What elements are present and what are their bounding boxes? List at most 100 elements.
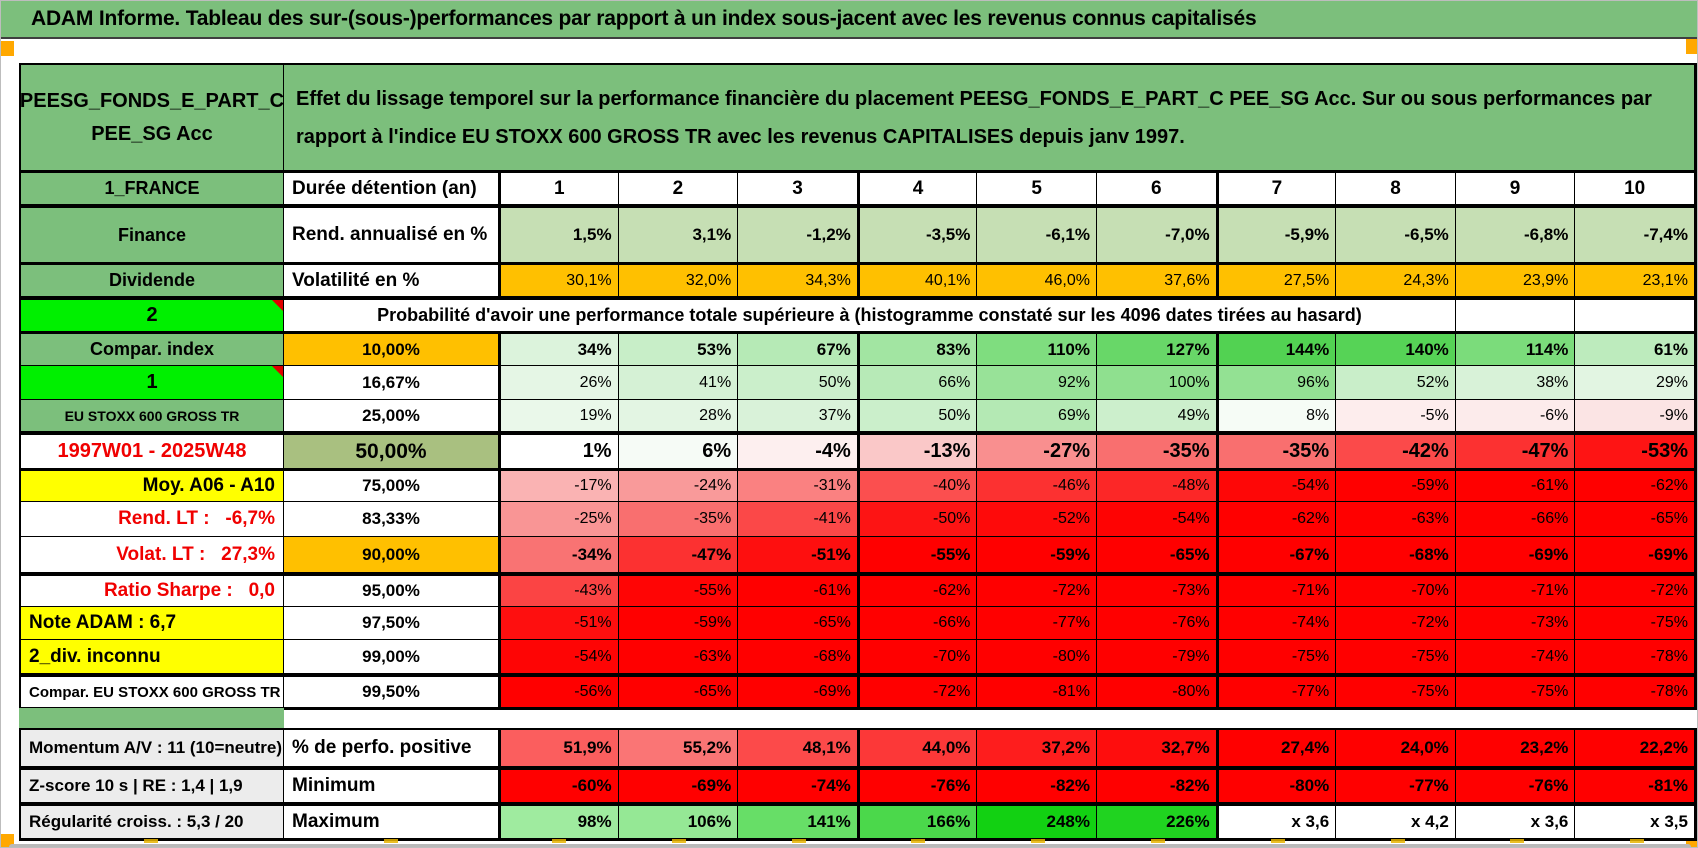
p83-33-label[interactable]: Rend. LT : -6,7%: [21, 502, 284, 537]
p97-5-value-2[interactable]: -59%: [618, 607, 739, 640]
annualized-value-4[interactable]: -3,5%: [857, 205, 978, 263]
p99-5-value-5[interactable]: -81%: [977, 674, 1097, 708]
p16-67-value-9[interactable]: 38%: [1455, 366, 1576, 400]
minimum-value-1[interactable]: -60%: [499, 767, 619, 803]
p25-value-4[interactable]: 50%: [857, 400, 978, 432]
p99-value-6[interactable]: -79%: [1096, 640, 1217, 674]
maximum-value-9[interactable]: x 3,6: [1455, 803, 1576, 839]
p83-33-value-4[interactable]: -50%: [857, 502, 978, 537]
p95-value-9[interactable]: -71%: [1455, 573, 1576, 607]
p25-value-2[interactable]: 28%: [618, 400, 739, 432]
p10-value-8[interactable]: 140%: [1336, 332, 1456, 366]
p83-33-value-9[interactable]: -66%: [1455, 502, 1576, 537]
minimum-value-4[interactable]: -76%: [857, 767, 978, 803]
p83-33-threshold[interactable]: 83,33%: [284, 502, 499, 537]
annualized-value-5[interactable]: -6,1%: [977, 205, 1097, 263]
p75-value-9[interactable]: -61%: [1455, 469, 1576, 502]
p50-value-2[interactable]: 6%: [618, 432, 739, 469]
p75-value-7[interactable]: -54%: [1216, 469, 1337, 502]
p16-67-value-10[interactable]: 29%: [1575, 366, 1695, 400]
p99-value-7[interactable]: -75%: [1216, 640, 1337, 674]
p25-value-5[interactable]: 69%: [977, 400, 1097, 432]
p25-label[interactable]: EU STOXX 600 GROSS TR: [21, 400, 284, 432]
annualized-value-6[interactable]: -7,0%: [1096, 205, 1217, 263]
p75-value-10[interactable]: -62%: [1575, 469, 1695, 502]
p90-value-6[interactable]: -65%: [1096, 537, 1217, 573]
horizontal-scrollbar[interactable]: [9, 844, 1691, 847]
p97-5-value-10[interactable]: -75%: [1575, 607, 1695, 640]
perf-positive-value-2[interactable]: 55,2%: [618, 730, 739, 767]
p95-value-6[interactable]: -73%: [1096, 573, 1217, 607]
p99-threshold[interactable]: 99,00%: [284, 640, 499, 674]
p99-label[interactable]: 2_div. inconnu: [21, 640, 284, 674]
p99-5-threshold[interactable]: 99,50%: [284, 674, 499, 708]
p25-value-6[interactable]: 49%: [1096, 400, 1217, 432]
p16-67-value-4[interactable]: 66%: [857, 366, 978, 400]
p99-value-10[interactable]: -78%: [1575, 640, 1695, 674]
p90-value-10[interactable]: -69%: [1575, 537, 1695, 573]
p16-67-label[interactable]: 1: [21, 366, 284, 400]
p99-value-8[interactable]: -75%: [1336, 640, 1456, 674]
p97-5-value-4[interactable]: -66%: [857, 607, 978, 640]
p99-value-4[interactable]: -70%: [857, 640, 978, 674]
p25-value-8[interactable]: -5%: [1336, 400, 1456, 432]
p10-value-4[interactable]: 83%: [857, 332, 978, 366]
perf-positive-value-7[interactable]: 27,4%: [1216, 730, 1337, 767]
perf-positive-value-3[interactable]: 48,1%: [738, 730, 858, 767]
annualized-value-1[interactable]: 1,5%: [499, 205, 619, 263]
p75-value-4[interactable]: -40%: [857, 469, 978, 502]
p75-value-2[interactable]: -24%: [618, 469, 739, 502]
duration-value-10[interactable]: 10: [1575, 171, 1695, 205]
p97-5-value-9[interactable]: -73%: [1455, 607, 1576, 640]
p99-5-value-7[interactable]: -77%: [1216, 674, 1337, 708]
maximum-value-5[interactable]: 248%: [977, 803, 1097, 839]
probability-section-label[interactable]: 2: [21, 297, 284, 332]
separator-green-cell[interactable]: [19, 708, 284, 728]
duration-value-7[interactable]: 7: [1216, 171, 1337, 205]
p97-5-value-5[interactable]: -77%: [977, 607, 1097, 640]
annualized-value-8[interactable]: -6,5%: [1336, 205, 1456, 263]
p10-label[interactable]: Compar. index: [21, 332, 284, 366]
p95-value-4[interactable]: -62%: [857, 573, 978, 607]
p83-33-value-3[interactable]: -41%: [738, 502, 858, 537]
annualized-value-10[interactable]: -7,4%: [1575, 205, 1695, 263]
p10-value-9[interactable]: 114%: [1455, 332, 1576, 366]
duration-value-3[interactable]: 3: [738, 171, 858, 205]
p99-5-value-6[interactable]: -80%: [1096, 674, 1217, 708]
p99-5-value-8[interactable]: -75%: [1336, 674, 1456, 708]
p99-value-5[interactable]: -80%: [977, 640, 1097, 674]
p99-value-3[interactable]: -68%: [738, 640, 858, 674]
p16-67-value-1[interactable]: 26%: [499, 366, 619, 400]
annualized-label[interactable]: Finance: [21, 205, 284, 263]
maximum-label[interactable]: Régularité croiss. : 5,3 / 20: [21, 803, 284, 839]
p25-value-1[interactable]: 19%: [499, 400, 619, 432]
p25-value-7[interactable]: 8%: [1216, 400, 1337, 432]
duration-metric[interactable]: Durée détention (an): [284, 171, 499, 205]
p99-5-value-2[interactable]: -65%: [618, 674, 739, 708]
p16-67-threshold[interactable]: 16,67%: [284, 366, 499, 400]
volatility-value-5[interactable]: 46,0%: [977, 263, 1097, 297]
volatility-value-3[interactable]: 34,3%: [738, 263, 858, 297]
p16-67-value-6[interactable]: 100%: [1096, 366, 1217, 400]
p99-5-value-1[interactable]: -56%: [499, 674, 619, 708]
p90-threshold[interactable]: 90,00%: [284, 537, 499, 573]
duration-label[interactable]: 1_FRANCE: [21, 171, 284, 205]
probability-empty-cell-2[interactable]: [1575, 297, 1695, 332]
p99-5-value-10[interactable]: -78%: [1575, 674, 1695, 708]
p83-33-value-7[interactable]: -62%: [1216, 502, 1337, 537]
p95-value-5[interactable]: -72%: [977, 573, 1097, 607]
perf-positive-value-8[interactable]: 24,0%: [1336, 730, 1456, 767]
minimum-value-9[interactable]: -76%: [1455, 767, 1576, 803]
p50-value-4[interactable]: -13%: [857, 432, 978, 469]
perf-positive-metric[interactable]: % de perfo. positive: [284, 730, 499, 767]
p10-value-6[interactable]: 127%: [1096, 332, 1217, 366]
p99-5-label[interactable]: Compar. EU STOXX 600 GROSS TR: [21, 674, 284, 708]
minimum-value-5[interactable]: -82%: [977, 767, 1097, 803]
maximum-value-2[interactable]: 106%: [618, 803, 739, 839]
duration-value-1[interactable]: 1: [499, 171, 619, 205]
p95-value-10[interactable]: -72%: [1575, 573, 1695, 607]
duration-value-5[interactable]: 5: [977, 171, 1097, 205]
p25-value-10[interactable]: -9%: [1575, 400, 1695, 432]
minimum-value-2[interactable]: -69%: [618, 767, 739, 803]
p97-5-value-6[interactable]: -76%: [1096, 607, 1217, 640]
